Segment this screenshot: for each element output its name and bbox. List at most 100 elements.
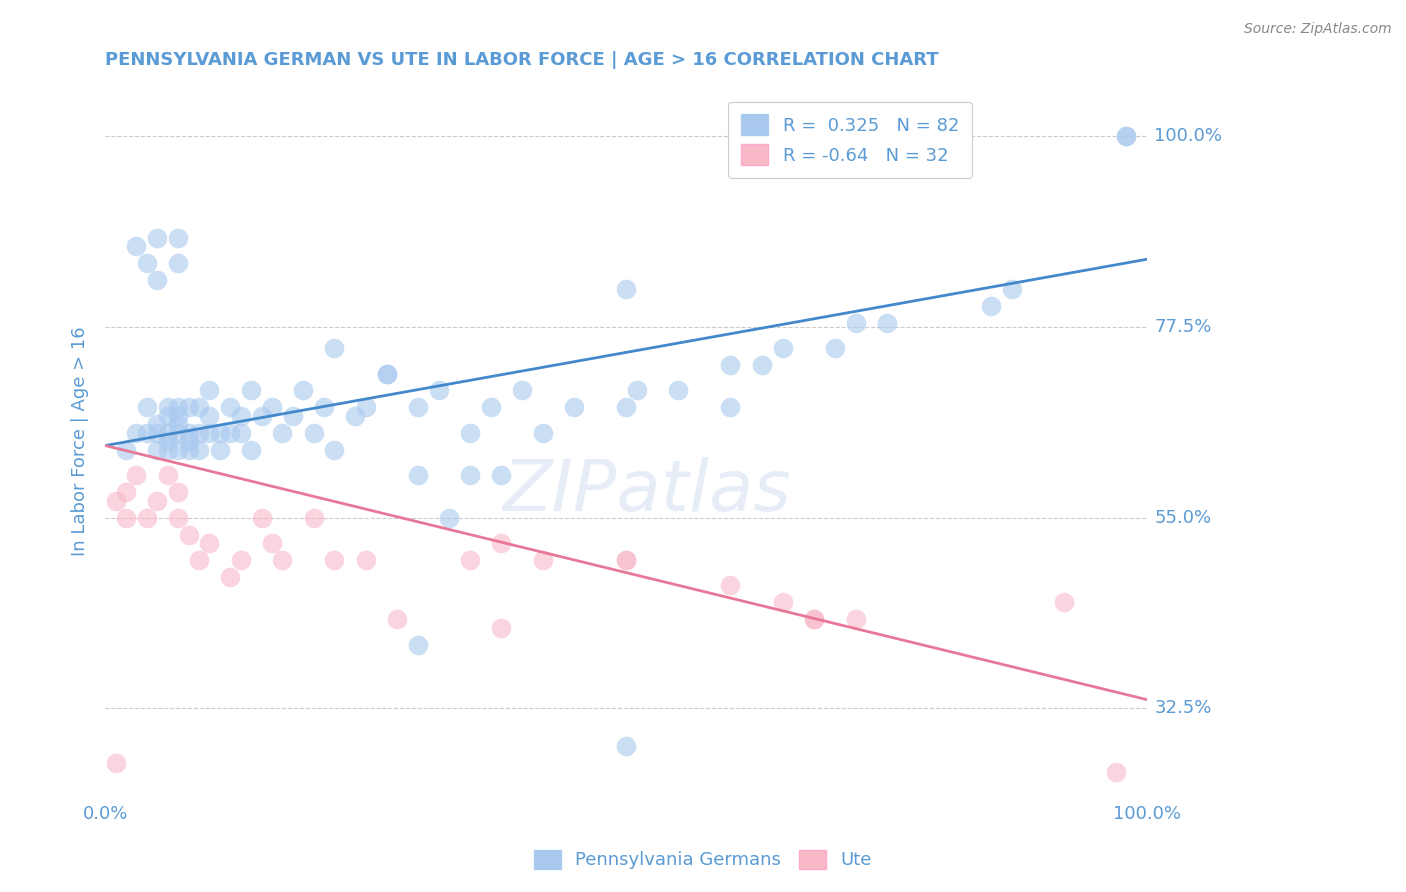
Point xyxy=(156,442,179,457)
Point xyxy=(146,417,169,432)
Point xyxy=(229,409,252,423)
Point xyxy=(302,510,325,524)
Point xyxy=(167,417,190,432)
Point xyxy=(188,553,211,567)
Point xyxy=(240,442,263,457)
Point xyxy=(375,367,398,381)
Point xyxy=(146,273,169,287)
Text: 77.5%: 77.5% xyxy=(1154,318,1212,336)
Point xyxy=(125,425,148,440)
Point xyxy=(219,425,242,440)
Point xyxy=(177,434,200,449)
Point xyxy=(146,425,169,440)
Point xyxy=(135,425,157,440)
Point xyxy=(406,638,429,652)
Point xyxy=(125,239,148,253)
Point xyxy=(167,510,190,524)
Point xyxy=(1115,129,1137,144)
Point xyxy=(250,510,273,524)
Point xyxy=(177,527,200,541)
Point xyxy=(198,425,221,440)
Point xyxy=(385,612,408,626)
Point xyxy=(458,425,481,440)
Point xyxy=(1105,764,1128,779)
Text: 32.5%: 32.5% xyxy=(1154,699,1212,717)
Text: 100.0%: 100.0% xyxy=(1154,128,1222,145)
Point xyxy=(354,553,377,567)
Point xyxy=(751,358,773,372)
Point xyxy=(354,401,377,415)
Point xyxy=(198,536,221,550)
Point xyxy=(458,553,481,567)
Text: ZIPatlas: ZIPatlas xyxy=(502,457,792,525)
Y-axis label: In Labor Force | Age > 16: In Labor Force | Age > 16 xyxy=(72,326,89,556)
Point xyxy=(177,425,200,440)
Point xyxy=(177,401,200,415)
Point xyxy=(188,425,211,440)
Point xyxy=(427,384,450,398)
Point xyxy=(772,595,794,609)
Point xyxy=(437,510,460,524)
Point xyxy=(666,384,689,398)
Point xyxy=(302,425,325,440)
Point xyxy=(626,384,648,398)
Point xyxy=(156,425,179,440)
Point xyxy=(614,739,637,754)
Point xyxy=(198,384,221,398)
Point xyxy=(720,401,742,415)
Point xyxy=(375,367,398,381)
Point xyxy=(323,442,346,457)
Point xyxy=(562,401,585,415)
Point xyxy=(219,401,242,415)
Point xyxy=(803,612,825,626)
Point xyxy=(115,485,138,500)
Point xyxy=(198,409,221,423)
Point xyxy=(167,485,190,500)
Point xyxy=(510,384,533,398)
Point xyxy=(489,468,512,483)
Point xyxy=(406,468,429,483)
Point xyxy=(323,553,346,567)
Point xyxy=(271,425,294,440)
Point xyxy=(188,442,211,457)
Point xyxy=(406,401,429,415)
Point xyxy=(720,578,742,592)
Point xyxy=(614,401,637,415)
Point xyxy=(803,612,825,626)
Point xyxy=(240,384,263,398)
Point xyxy=(208,442,231,457)
Point xyxy=(167,425,190,440)
Point xyxy=(115,510,138,524)
Point xyxy=(146,231,169,245)
Point xyxy=(115,442,138,457)
Point xyxy=(458,468,481,483)
Point xyxy=(844,316,866,330)
Point xyxy=(614,553,637,567)
Point xyxy=(772,341,794,355)
Point xyxy=(146,442,169,457)
Point xyxy=(260,401,283,415)
Point xyxy=(1115,129,1137,144)
Point xyxy=(229,553,252,567)
Point xyxy=(344,409,367,423)
Point xyxy=(281,409,304,423)
Point xyxy=(208,425,231,440)
Text: PENNSYLVANIA GERMAN VS UTE IN LABOR FORCE | AGE > 16 CORRELATION CHART: PENNSYLVANIA GERMAN VS UTE IN LABOR FORC… xyxy=(105,51,939,69)
Point xyxy=(292,384,315,398)
Point xyxy=(135,256,157,270)
Point xyxy=(167,409,190,423)
Point xyxy=(104,493,127,508)
Point xyxy=(135,401,157,415)
Point xyxy=(876,316,898,330)
Point xyxy=(104,756,127,771)
Point xyxy=(156,468,179,483)
Point xyxy=(1053,595,1076,609)
Point xyxy=(531,425,554,440)
Point xyxy=(146,493,169,508)
Point xyxy=(167,256,190,270)
Point xyxy=(188,401,211,415)
Point xyxy=(156,401,179,415)
Point xyxy=(250,409,273,423)
Point xyxy=(167,231,190,245)
Point xyxy=(1001,282,1024,296)
